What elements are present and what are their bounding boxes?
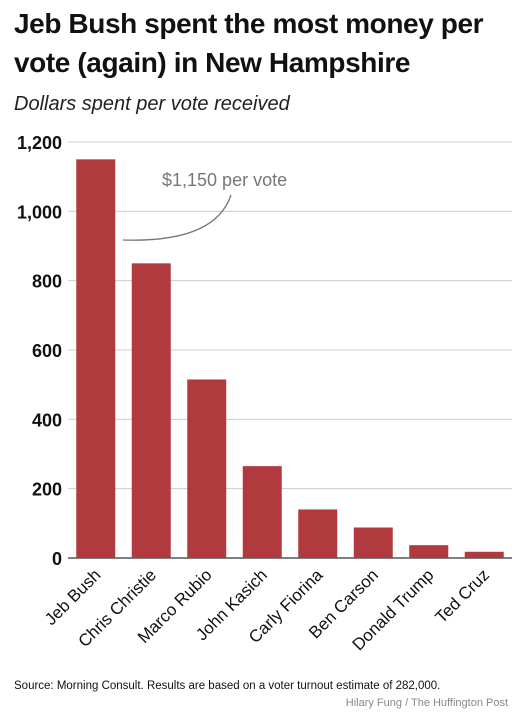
y-tick-label: 400 xyxy=(32,410,62,430)
bar xyxy=(131,263,171,558)
y-tick-label: 800 xyxy=(32,272,62,292)
y-tick-label: 200 xyxy=(32,480,62,500)
bar xyxy=(242,466,282,558)
credit-line: Hilary Fung / The Huffington Post xyxy=(345,697,508,709)
y-tick-label: 0 xyxy=(52,549,62,569)
y-tick-label: 1,200 xyxy=(17,133,62,153)
source-note: Source: Morning Consult. Results are bas… xyxy=(14,680,441,692)
y-tick-label: 600 xyxy=(32,341,62,361)
chart-subtitle: Dollars spent per vote received xyxy=(14,93,290,115)
bar xyxy=(76,159,116,559)
bar xyxy=(409,545,449,558)
bar xyxy=(464,551,504,558)
annotation-label: $1,150 per vote xyxy=(162,170,287,190)
bar xyxy=(187,379,227,558)
chart-title: Jeb Bush spent the most money per vote (… xyxy=(14,8,484,78)
annotation-leader xyxy=(122,194,232,241)
bar xyxy=(353,527,393,558)
bar xyxy=(298,509,338,558)
x-tick-label: Ted Cruz xyxy=(432,565,494,627)
y-tick-label: 1,000 xyxy=(17,202,62,222)
